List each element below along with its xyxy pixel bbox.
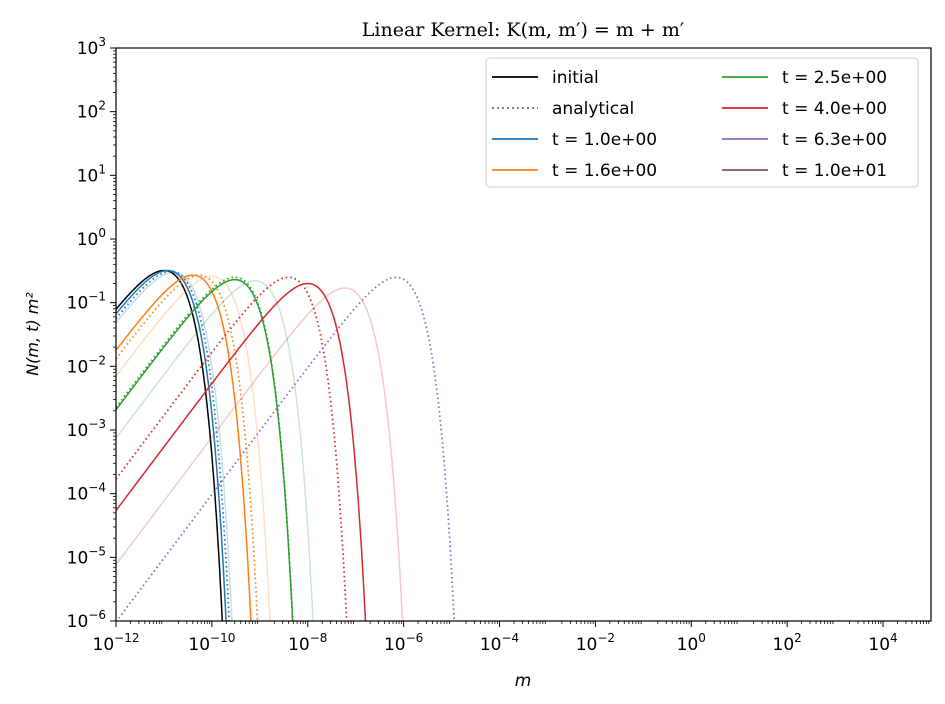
x-tick-label: 10−6 (384, 631, 423, 655)
series-line-analytical-t2.5 (116, 276, 294, 621)
x-tick-label: 10−4 (480, 631, 519, 655)
series-line-analytical-t6.3 (116, 276, 456, 621)
x-axis-label: m (515, 671, 532, 691)
plot-area (115, 47, 932, 622)
legend-label: t = 1.0e+01 (782, 161, 887, 181)
x-axis: 10−12 10−10 10−8 10−6 10−4 10−2 100 102 104 (93, 621, 930, 655)
legend-box (485, 57, 919, 188)
y-axis-label: N(m, t) m² (23, 292, 42, 376)
series-line-analytical-t1 (116, 270, 231, 621)
legend-label: analytical (552, 99, 634, 119)
series-line-reference-t4 (116, 287, 404, 621)
legend-label: t = 6.3e+00 (782, 130, 887, 150)
legend-label: t = 4.0e+00 (782, 99, 887, 119)
legend-label: t = 1.0e+00 (552, 130, 657, 150)
series-line-analytical-t1.6 (116, 274, 259, 621)
series-line-reference-t1.6 (116, 275, 271, 621)
series-line-reference-t1 (116, 271, 233, 621)
legend: initial analytical t = 1.0e+00 t = 1.6e+00 t… (485, 57, 919, 188)
legend-label: t = 1.6e+00 (552, 161, 657, 181)
series-line-reference-t2.5 (116, 280, 314, 621)
series-line-numerical-t4 (116, 282, 367, 621)
series-line-numerical-t1 (116, 269, 227, 621)
series-line-numerical-t2.5 (116, 278, 294, 621)
legend-label: t = 2.5e+00 (782, 68, 887, 88)
series-layer (116, 269, 456, 621)
axes-frame (115, 47, 932, 622)
x-tick-label: 100 (677, 631, 706, 655)
chart-title: Linear Kernel: K(m, m′) = m + m′ (362, 19, 684, 41)
legend-label: initial (552, 68, 599, 88)
series-line-numerical-t1.6 (116, 274, 252, 621)
